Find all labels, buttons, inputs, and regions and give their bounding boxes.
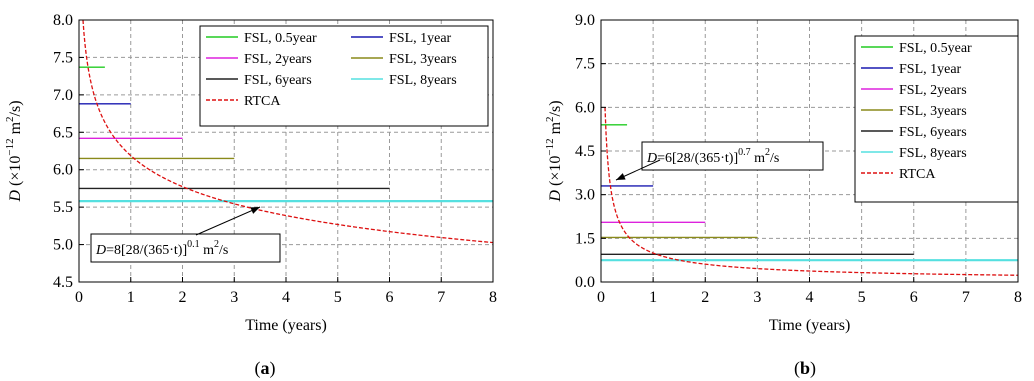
y-axis-label: D (×10−12 m2/s) xyxy=(544,100,564,202)
panel-label-letter: b xyxy=(800,358,810,378)
chart-a: 0 1 2 3 4 5 6 7 8 4.5 5.0 5.5 6.0 6.5 7.0 7.5 8.0 Time (y… xyxy=(4,12,497,379)
legend-entry-5: FSL, 8years xyxy=(899,146,967,161)
legend-entry-6: RTCA xyxy=(244,94,281,109)
panel-label: (a) xyxy=(255,358,276,379)
y-label-symbol: D xyxy=(7,190,24,203)
legend-entry-4: FSL, 6years xyxy=(899,125,967,140)
y-tick-label: 1.5 xyxy=(575,230,595,247)
y-label-unit: (×10 xyxy=(7,156,24,190)
x-tick-label: 0 xyxy=(597,289,605,306)
y-label-end: /s) xyxy=(7,100,24,116)
y-tick-label: 6.0 xyxy=(53,162,73,179)
y-tick-label: 4.5 xyxy=(575,143,595,160)
annotation-square: 2 xyxy=(765,147,770,158)
annotation-square: 2 xyxy=(214,239,219,250)
y-tick-label: 0.0 xyxy=(575,274,595,291)
annotation-symbol: D xyxy=(95,243,106,258)
x-tick-label: 3 xyxy=(753,289,761,306)
y-tick-label: 3.0 xyxy=(575,187,595,204)
x-tick-label: 7 xyxy=(962,289,970,306)
x-tick-label: 2 xyxy=(701,289,709,306)
annotation-arrow xyxy=(195,206,261,236)
y-tick-label: 5.0 xyxy=(53,237,73,254)
x-tick-label: 7 xyxy=(437,289,445,306)
y-label-symbol: D xyxy=(547,190,564,203)
plot-area xyxy=(601,107,1018,276)
annotation-unit: m xyxy=(200,243,215,258)
y-axis-label: D (×10−12 m2/s) xyxy=(4,100,24,202)
x-tick-label: 6 xyxy=(910,289,918,306)
annotation-unit: m xyxy=(751,151,766,166)
x-axis-label: Time (years) xyxy=(245,317,327,334)
y-tick-label: 7.0 xyxy=(53,87,73,104)
annotation-exponent: 0.1 xyxy=(187,239,200,250)
legend-entry-5: FSL, 8years xyxy=(389,73,457,88)
annotation-body: =6[28/(365·t)] xyxy=(657,151,738,166)
annotation-arrowhead xyxy=(250,207,260,214)
x-tick-label: 2 xyxy=(179,289,187,306)
x-tick-label: 8 xyxy=(489,289,497,306)
y-label-exponent: −12 xyxy=(544,138,556,155)
y-label-unit: (×10 xyxy=(547,156,564,190)
legend-entry-0: FSL, 0.5year xyxy=(899,41,972,56)
x-tick-label: 5 xyxy=(334,289,342,306)
plot-area xyxy=(79,20,493,244)
x-tick-label: 3 xyxy=(230,289,238,306)
annotation-end: /s xyxy=(770,151,779,166)
legend-box xyxy=(199,25,489,127)
annotation-formula: D=8[28/(365·t)]0.1 m2/s xyxy=(95,239,228,258)
chart-b: 0 1 2 3 4 5 6 7 8 0.0 1.5 3.0 4.5 6.0 7.5 9.0 Time (year… xyxy=(544,12,1022,379)
x-tick-label: 4 xyxy=(282,289,290,306)
panel-label-close: ) xyxy=(270,358,276,379)
annotation-symbol: D xyxy=(646,151,657,166)
x-tick-label: 1 xyxy=(649,289,657,306)
annotation-arrowhead xyxy=(616,173,626,180)
y-label-square: 2 xyxy=(4,116,16,122)
panel-label-open: ( xyxy=(255,358,261,379)
y-label-end: /s) xyxy=(547,100,564,116)
x-tick-label: 1 xyxy=(127,289,135,306)
legend-entry-4: FSL, 6years xyxy=(244,73,312,88)
annotation-body: =8[28/(365·t)] xyxy=(106,243,187,258)
legend-entry-0: FSL, 0.5year xyxy=(244,31,317,46)
y-tick-label: 5.5 xyxy=(53,199,73,216)
annotation-box xyxy=(90,233,281,263)
series-rtca-curve xyxy=(82,20,493,244)
x-tick-label: 4 xyxy=(806,289,814,306)
x-tick-label: 6 xyxy=(386,289,394,306)
x-tick-label: 5 xyxy=(858,289,866,306)
legend-entry-1: FSL, 1year xyxy=(389,31,452,46)
legend-entry-2: FSL, 2years xyxy=(899,83,967,98)
legend-entry-3: FSL, 3years xyxy=(899,104,967,119)
legend-box xyxy=(854,35,1019,203)
annotation-box xyxy=(641,141,824,171)
y-label-unit-m: m xyxy=(7,121,24,138)
annotation-exponent: 0.7 xyxy=(738,147,751,158)
x-tick-label: 0 xyxy=(75,289,83,306)
y-label-unit-m: m xyxy=(547,121,564,138)
legend-entry-2: FSL, 2years xyxy=(244,52,312,67)
y-label-exponent: −12 xyxy=(4,138,16,155)
x-axis-label: Time (years) xyxy=(769,317,851,334)
x-tick-label: 8 xyxy=(1014,289,1022,306)
panel-label: (b) xyxy=(794,358,816,379)
panel-label-close: ) xyxy=(810,358,816,379)
y-tick-label: 6.5 xyxy=(53,124,73,141)
panel-label-open: ( xyxy=(794,358,800,379)
annotation-end: /s xyxy=(219,243,228,258)
y-tick-label: 8.0 xyxy=(53,12,73,29)
legend-entry-3: FSL, 3years xyxy=(389,52,457,67)
y-tick-label: 9.0 xyxy=(575,12,595,29)
legend-entry-6: RTCA xyxy=(899,167,936,182)
y-tick-label: 7.5 xyxy=(575,56,595,73)
panel-label-letter: a xyxy=(261,358,270,378)
y-tick-label: 4.5 xyxy=(53,274,73,291)
y-label-square: 2 xyxy=(544,116,556,122)
y-tick-label: 7.5 xyxy=(53,49,73,66)
y-tick-label: 6.0 xyxy=(575,99,595,116)
annotation-formula: D=6[28/(365·t)]0.7 m2/s xyxy=(646,147,779,166)
legend-entry-1: FSL, 1year xyxy=(899,62,962,77)
